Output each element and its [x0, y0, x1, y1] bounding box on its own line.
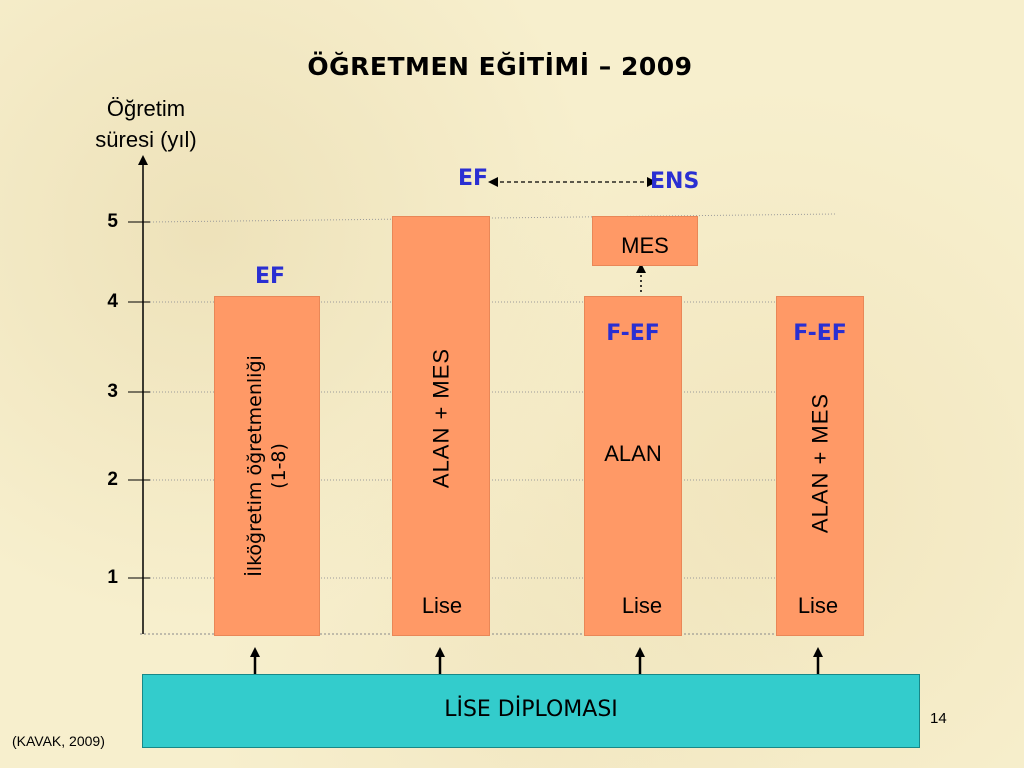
- bar-alan-mes-1-bottom-label: Lise: [421, 593, 463, 618]
- diploma-arrows: [250, 647, 823, 674]
- bar-ilkogretim: İlköğretim öğretmenliği (1-8): [214, 296, 320, 636]
- bar-alan-bottom-label: Lise: [621, 593, 663, 618]
- mes-box-label: MES: [621, 233, 669, 258]
- tick-label-1: 1: [107, 567, 118, 588]
- bar-ilkogretim-top-label: EF: [255, 264, 286, 289]
- y-axis-label-line2: süresi (yıl): [95, 127, 197, 152]
- source-citation: (KAVAK, 2009): [12, 733, 105, 749]
- bar-alan-mes-2-label: ALAN + MES: [807, 392, 833, 533]
- diploma-label: LİSE DİPLOMASI: [444, 697, 618, 722]
- bar-ilkogretim-label: İlköğretim öğretmenliği (1-8): [244, 355, 290, 577]
- bar-alan-top-label: F-EF: [606, 321, 660, 346]
- page-number: 14: [930, 710, 947, 727]
- tick-label-2: 2: [107, 469, 118, 490]
- bar-alan-mes-2-top-label: F-EF: [793, 321, 847, 346]
- y-axis-label: Öğretim süresi (yıl): [66, 93, 226, 155]
- arrow-label-ens: ENS: [650, 169, 700, 194]
- bar-alan-mes-1: ALAN + MES: [392, 216, 490, 636]
- mes-box: MES: [592, 216, 698, 266]
- bar-alan-center-label: ALAN: [604, 441, 662, 466]
- diploma-box: LİSE DİPLOMASI: [142, 674, 920, 748]
- tick-label-5: 5: [107, 211, 118, 232]
- bar-alan: F-EF ALAN: [584, 296, 682, 636]
- arrow-label-ef: EF: [458, 166, 489, 191]
- bar-alan-mes-2: F-EF ALAN + MES: [776, 296, 864, 636]
- tick-label-3: 3: [107, 381, 118, 402]
- y-axis-label-line1: Öğretim: [106, 96, 186, 121]
- tick-label-4: 4: [107, 291, 118, 312]
- bar-alan-mes-1-label: ALAN + MES: [428, 347, 454, 488]
- page-title: ÖĞRETMEN EĞİTİMİ – 2009: [307, 52, 693, 81]
- bar-alan-mes-2-bottom-label: Lise: [797, 593, 839, 618]
- tick-marks: [128, 221, 150, 579]
